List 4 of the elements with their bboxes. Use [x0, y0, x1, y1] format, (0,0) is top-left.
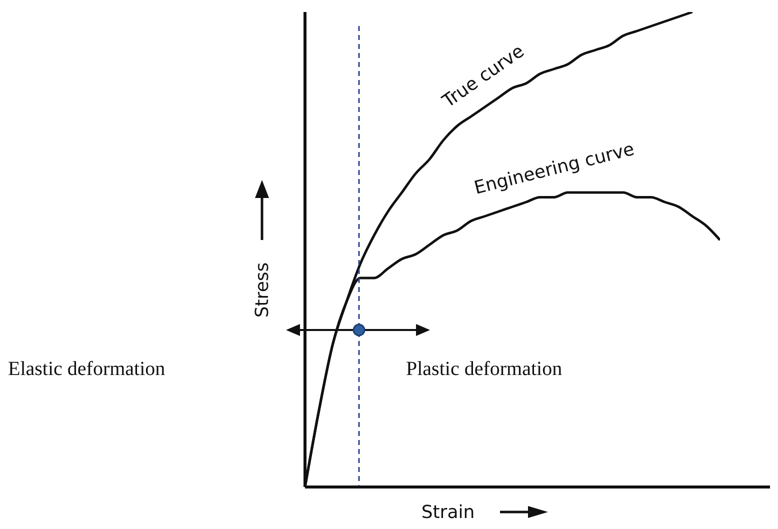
x-axis-title: Strain — [421, 502, 475, 523]
text: Elastic deformation — [8, 358, 166, 380]
annotation: Plastic deformation — [406, 358, 562, 380]
y-axis-title: Stress — [252, 262, 273, 318]
